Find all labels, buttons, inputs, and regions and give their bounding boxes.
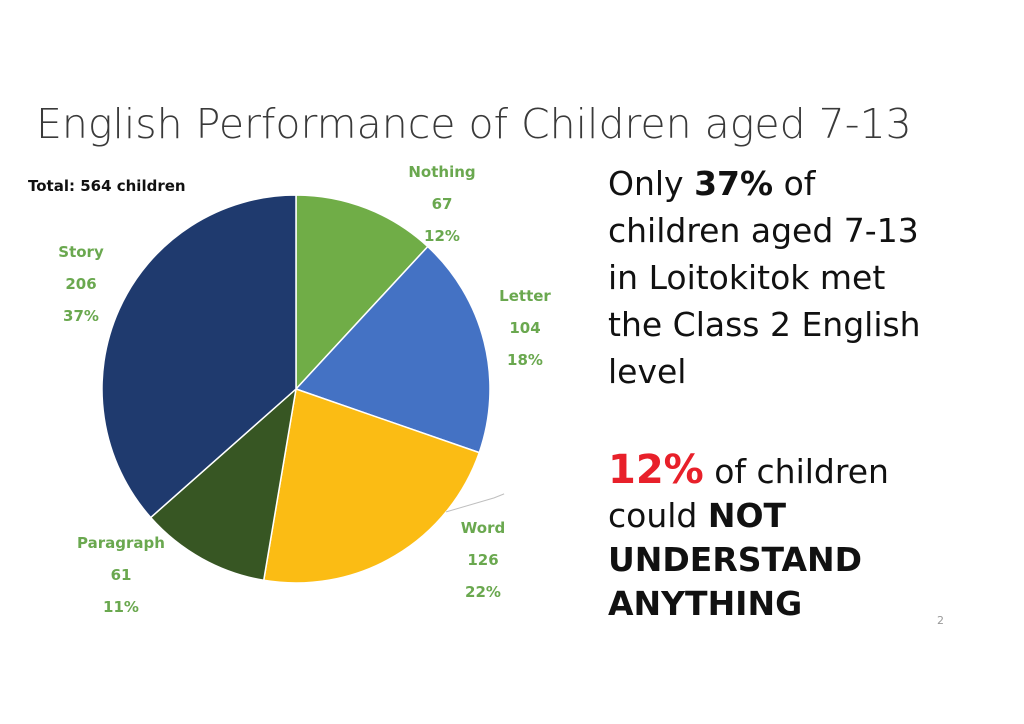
label-letter-name: Letter: [499, 287, 551, 305]
label-word-value: 126: [467, 551, 499, 569]
summary-line-1-pre: Only: [608, 164, 695, 203]
highlight-line-1: 12% of children: [608, 448, 889, 494]
label-paragraph-value: 61: [110, 566, 132, 584]
page-number: 2: [937, 614, 944, 627]
highlight-line-4: ANYTHING: [608, 584, 803, 623]
highlight-line-2-pre: could: [608, 496, 708, 535]
total-label: Total: 564 children: [28, 177, 186, 195]
summary-text: Only 37% of children aged 7-13 in Loitok…: [608, 160, 921, 395]
pie-slice-story: [101, 194, 297, 519]
pie-slice-paragraph: [149, 387, 298, 582]
label-story: Story 206 37%: [36, 236, 126, 332]
summary-line-1: Only 37% of: [608, 160, 921, 207]
label-letter-value: 104: [509, 319, 541, 337]
summary-percent: 37%: [694, 164, 774, 203]
highlight-line-3: UNDERSTAND: [608, 540, 863, 579]
label-story-percent: 37%: [63, 307, 99, 325]
label-word: Word 126 22%: [438, 512, 528, 608]
label-nothing: Nothing 67 12%: [397, 156, 487, 252]
summary-line-3: in Loitokitok met: [608, 258, 886, 297]
slide-title: English Performance of Children aged 7-1…: [36, 100, 912, 148]
label-paragraph-name: Paragraph: [77, 534, 165, 552]
highlight-text: 12% of children could NOT UNDERSTAND ANY…: [608, 448, 889, 626]
pie-slice-word: [262, 388, 481, 584]
label-paragraph-percent: 11%: [103, 598, 139, 616]
summary-line-1-post: of: [773, 164, 816, 203]
highlight-not: NOT: [707, 496, 787, 535]
summary-line-5: level: [608, 352, 687, 391]
label-letter: Letter 104 18%: [480, 280, 570, 376]
label-letter-percent: 18%: [507, 351, 543, 369]
label-nothing-percent: 12%: [424, 227, 460, 245]
label-paragraph: Paragraph 61 11%: [76, 527, 166, 623]
label-story-value: 206: [65, 275, 97, 293]
summary-line-4: the Class 2 English: [608, 305, 921, 344]
pie-slice-nothing: [295, 194, 429, 391]
highlight-percent: 12%: [608, 447, 704, 493]
label-nothing-name: Nothing: [408, 163, 476, 181]
leader-line-word: [445, 493, 505, 513]
label-nothing-value: 67: [431, 195, 453, 213]
highlight-line-2: could NOT: [608, 494, 889, 538]
label-word-name: Word: [460, 519, 506, 537]
summary-line-2: children aged 7-13: [608, 211, 919, 250]
pie-slice-letter: [294, 245, 491, 454]
label-word-percent: 22%: [465, 583, 501, 601]
label-story-name: Story: [58, 243, 104, 261]
highlight-line-1-post: of children: [703, 452, 889, 491]
